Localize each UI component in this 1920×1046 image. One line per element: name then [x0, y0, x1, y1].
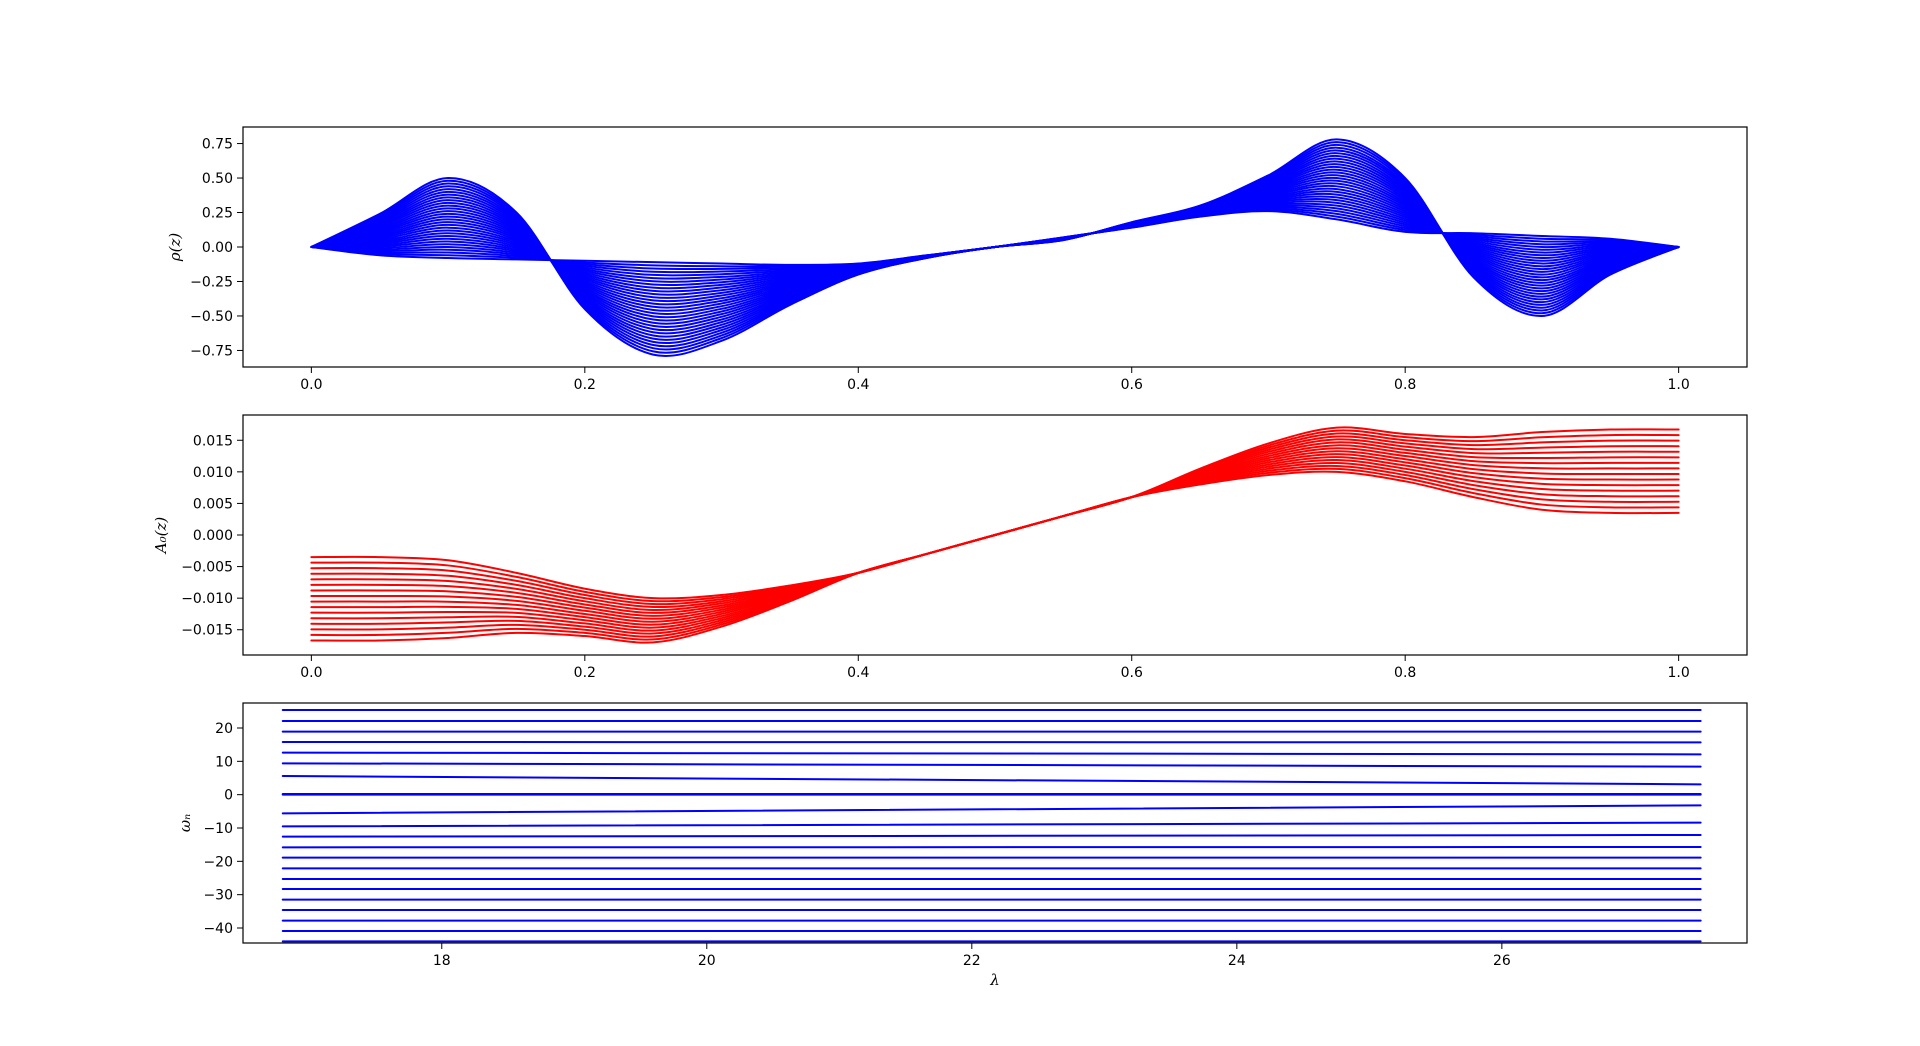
- rho-y-ticks: 0.75 0.50 0.25 0.00 −0.25 −0.50 −0.75: [190, 137, 243, 359]
- a0-curves: [310, 426, 1680, 644]
- omega-x-tick-label: 20: [698, 953, 716, 969]
- a0-panel: 0.0 0.2 0.4 0.6 0.8 1.0 0.015 0.010 0.005 0.000 −…: [152, 414, 1748, 681]
- rho-y-tick-label: −0.25: [190, 274, 233, 290]
- a0-y-ticks: 0.015 0.010 0.005 0.000 −0.005 −0.010 −0.015: [181, 433, 243, 639]
- a0-x-tick-label: 0.4: [847, 665, 869, 681]
- omega-y-tick-label: −40: [203, 921, 233, 937]
- omega-y-label: ωₙ: [176, 814, 194, 832]
- a0-y-tick-label: 0.005: [193, 496, 233, 512]
- omega-series-line: [281, 751, 1702, 756]
- rho-x-tick-label: 1.0: [1668, 377, 1690, 393]
- rho-y-label: ρ(z): [166, 233, 184, 263]
- a0-y-label: A₀(z): [152, 517, 170, 556]
- a0-x-tick-label: 1.0: [1668, 665, 1690, 681]
- rho-y-tick-label: 0.50: [202, 171, 233, 187]
- a0-curve: [310, 426, 1680, 644]
- rho-y-tick-label: 0.25: [202, 206, 233, 222]
- a0-y-tick-label: 0.015: [193, 433, 233, 449]
- omega-y-tick-label: 20: [215, 721, 233, 737]
- omega-axes-frame: [242, 702, 1748, 944]
- a0-x-tick-label: 0.6: [1121, 665, 1143, 681]
- omega-y-tick-label: 10: [215, 754, 233, 770]
- omega-series-line: [281, 762, 1702, 768]
- a0-x-tick-label: 0.0: [300, 665, 322, 681]
- a0-y-tick-label: 0.000: [193, 528, 233, 544]
- a0-x-tick-label: 0.2: [574, 665, 596, 681]
- rho-y-tick-label: −0.75: [190, 343, 233, 359]
- rho-y-tick-label: −0.50: [190, 309, 233, 325]
- omega-series-line: [281, 834, 1702, 838]
- rho-x-tick-label: 0.2: [574, 377, 596, 393]
- rho-x-tick-label: 0.0: [300, 377, 322, 393]
- a0-x-ticks: 0.0 0.2 0.4 0.6 0.8 1.0: [300, 655, 1690, 681]
- rho-curve: [310, 138, 1680, 357]
- rho-x-tick-label: 0.4: [847, 377, 869, 393]
- omega-x-ticks: 18 20 22 24 26: [433, 943, 1511, 969]
- a0-y-tick-label: −0.010: [181, 591, 233, 607]
- omega-series-line: [281, 804, 1702, 815]
- rho-x-ticks: 0.0 0.2 0.4 0.6 0.8 1.0: [300, 367, 1690, 393]
- a0-y-tick-label: 0.010: [193, 465, 233, 481]
- a0-y-tick-label: −0.015: [181, 623, 233, 639]
- rho-curves: [310, 138, 1680, 357]
- omega-curves: [281, 709, 1702, 943]
- omega-x-label: λ: [989, 971, 1000, 989]
- omega-y-ticks: 20 10 0 −10 −20 −30 −40: [203, 721, 243, 937]
- omega-x-tick-label: 24: [1228, 953, 1246, 969]
- rho-y-tick-label: 0.75: [202, 137, 233, 153]
- rho-x-tick-label: 0.6: [1121, 377, 1143, 393]
- omega-x-tick-label: 26: [1493, 953, 1511, 969]
- rho-x-tick-label: 0.8: [1394, 377, 1416, 393]
- omega-series-line: [281, 821, 1702, 828]
- rho-panel: 0.0 0.2 0.4 0.6 0.8 1.0 0.75 0.50 0.25 0.00 −0.25…: [166, 126, 1748, 393]
- omega-y-tick-label: −30: [203, 888, 233, 904]
- omega-panel: 18 20 22 24 26 20 10 0 −10 −20 −30 −40 ωₙ λ: [176, 702, 1748, 989]
- omega-x-tick-label: 18: [433, 953, 451, 969]
- omega-y-tick-label: 0: [224, 788, 233, 804]
- omega-series-line: [281, 775, 1702, 786]
- omega-y-tick-label: −10: [203, 821, 233, 837]
- rho-y-tick-label: 0.00: [202, 240, 233, 256]
- a0-x-tick-label: 0.8: [1394, 665, 1416, 681]
- a0-y-tick-label: −0.005: [181, 560, 233, 576]
- omega-y-tick-label: −20: [203, 854, 233, 870]
- omega-x-tick-label: 22: [963, 953, 981, 969]
